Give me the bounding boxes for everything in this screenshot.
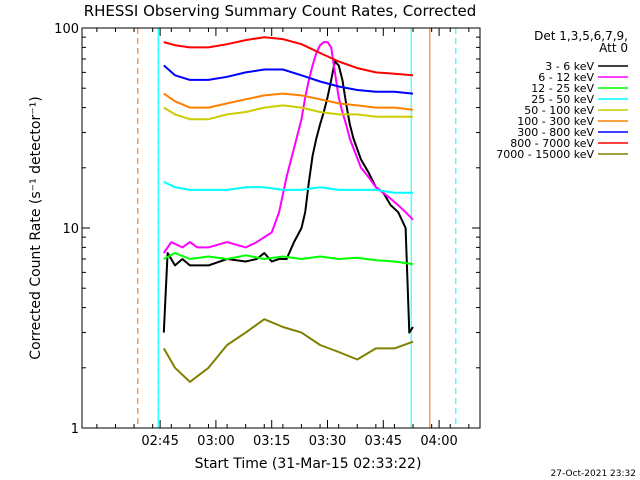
- y-tick-label: 1: [71, 422, 79, 437]
- series-line-8: [163, 36, 414, 77]
- x-tick-label: 03:30: [309, 434, 346, 449]
- legend-entry-label: 7000 - 15000 keV: [496, 148, 594, 161]
- series-line-3: [163, 252, 414, 266]
- y-tick-label: 100: [54, 22, 79, 37]
- x-tick-label: 04:00: [420, 434, 457, 449]
- axis-ticks: 02:45 03:00 03:15 03:30 03:45 04:00 1 10 100: [54, 22, 480, 449]
- vertical-markers: [137, 28, 457, 428]
- series-line-4: [163, 180, 413, 194]
- series-line-9: [162, 318, 414, 383]
- series-line-5: [163, 104, 413, 121]
- legend-entry-label: 300 - 800 keV: [517, 126, 594, 139]
- x-axis-label: Start Time (31-Mar-15 02:33:22): [195, 456, 422, 472]
- x-tick-label: 03:45: [365, 434, 402, 449]
- timestamp: 27-Oct-2021 23:32: [551, 469, 636, 479]
- y-tick-label: 10: [62, 222, 79, 237]
- series-lines: [162, 36, 414, 383]
- x-tick-label: 02:45: [141, 434, 178, 449]
- legend-entry-label: 3 - 6 keV: [545, 60, 594, 73]
- series-line-6: [163, 92, 414, 111]
- series-line-7: [163, 64, 414, 95]
- chart-title: RHESSI Observing Summary Count Rates, Co…: [84, 2, 477, 20]
- x-tick-label: 03:15: [253, 434, 290, 449]
- legend-entry-label: 25 - 50 keV: [531, 93, 594, 106]
- legend-entry-label: 800 - 7000 keV: [510, 137, 594, 150]
- legend-entry-label: 50 - 100 keV: [524, 104, 594, 117]
- y-axis-label: Corrected Count Rate (s⁻¹ detector⁻¹): [28, 96, 44, 359]
- x-tick-label: 03:00: [197, 434, 234, 449]
- legend-header-attenuator: Att 0: [599, 41, 628, 55]
- series-line-2: [162, 41, 414, 254]
- legend-entry-label: 6 - 12 keV: [538, 71, 594, 84]
- legend-entry-label: 100 - 300 keV: [517, 115, 594, 128]
- legend-header-detectors: Det 1,3,5,6,7,9,: [534, 29, 628, 43]
- legend-entry-label: 12 - 25 keV: [531, 82, 594, 95]
